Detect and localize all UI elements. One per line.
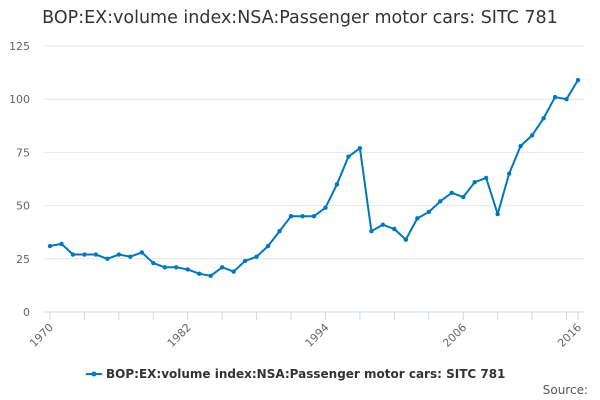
data-point xyxy=(518,143,523,149)
data-point xyxy=(254,254,259,259)
x-tick-label: 2006 xyxy=(440,321,469,350)
data-point xyxy=(208,273,213,279)
data-point xyxy=(70,252,76,257)
data-point xyxy=(277,228,282,234)
x-tick-label: 1970 xyxy=(27,321,56,350)
data-point xyxy=(552,94,558,100)
data-point xyxy=(59,241,64,247)
y-tick-label: 75 xyxy=(16,146,30,159)
data-point xyxy=(392,226,397,232)
data-point xyxy=(483,175,489,181)
data-point xyxy=(311,214,317,219)
data-point xyxy=(197,271,202,276)
data-point xyxy=(380,222,386,227)
data-point xyxy=(564,97,569,102)
x-tick-label: 1982 xyxy=(165,321,194,350)
data-point xyxy=(323,205,328,210)
data-point xyxy=(529,133,535,138)
data-point xyxy=(231,269,236,274)
data-point xyxy=(369,228,374,234)
y-tick-label: 100 xyxy=(9,93,30,106)
data-point xyxy=(438,199,443,204)
data-point xyxy=(449,190,454,196)
x-tick-label: 2016 xyxy=(555,321,584,350)
y-tick-label: 0 xyxy=(23,306,30,319)
data-point xyxy=(242,258,248,264)
data-point xyxy=(219,265,225,270)
data-point xyxy=(288,214,294,219)
data-point xyxy=(265,243,271,249)
y-tick-label: 50 xyxy=(16,200,30,213)
legend-marker xyxy=(91,371,97,377)
data-point xyxy=(82,252,87,257)
y-tick-label: 25 xyxy=(16,253,30,266)
data-point xyxy=(116,252,122,257)
data-point xyxy=(139,250,145,255)
data-point xyxy=(93,252,99,257)
data-point xyxy=(403,237,409,242)
data-point xyxy=(472,179,477,185)
data-point xyxy=(357,145,363,151)
data-point xyxy=(506,171,512,176)
data-point xyxy=(334,182,340,187)
source-label: Source: xyxy=(542,383,588,397)
chart-title: BOP:EX:volume index:NSA:Passenger motor … xyxy=(42,8,558,28)
x-tick-label: 1994 xyxy=(303,321,332,350)
y-tick-label: 125 xyxy=(9,40,30,53)
data-point xyxy=(162,265,167,270)
data-point xyxy=(47,243,53,249)
data-point xyxy=(151,260,156,266)
data-point xyxy=(575,77,581,83)
data-point xyxy=(346,154,351,159)
data-point xyxy=(185,267,190,272)
data-point xyxy=(541,116,546,121)
data-point xyxy=(105,256,110,261)
data-point xyxy=(426,209,431,215)
data-point xyxy=(461,194,466,200)
data-point xyxy=(415,216,420,221)
data-point xyxy=(495,211,500,217)
series-line xyxy=(49,79,579,277)
data-point xyxy=(300,214,305,219)
data-point xyxy=(128,254,133,259)
data-point xyxy=(174,265,179,270)
legend-label: BOP:EX:volume index:NSA:Passenger motor … xyxy=(106,367,505,381)
